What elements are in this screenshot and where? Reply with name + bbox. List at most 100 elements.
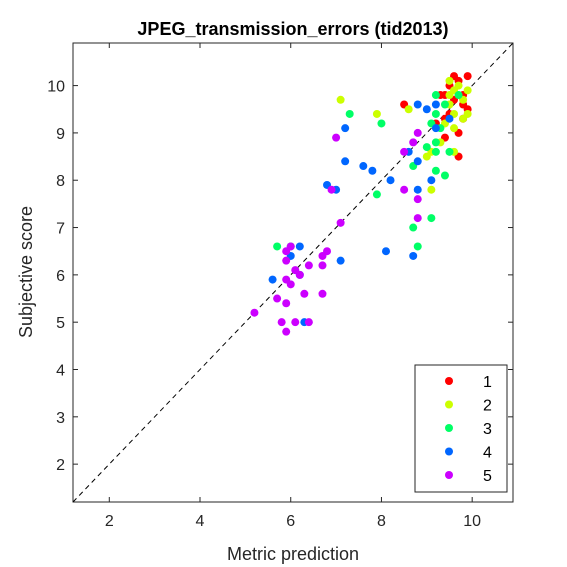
data-point-series-2 <box>336 95 345 104</box>
legend: 1 2 3 4 5 <box>414 364 508 493</box>
data-point-series-5 <box>304 318 313 327</box>
data-point-series-3 <box>427 214 436 223</box>
data-point-series-4 <box>359 162 368 171</box>
y-tick-label: 10 <box>47 79 65 96</box>
data-point-series-3 <box>431 138 440 147</box>
legend-label-3: 3 <box>483 421 492 438</box>
data-point-series-4 <box>431 100 440 109</box>
y-tick-label: 7 <box>56 221 65 238</box>
y-tick-label: 8 <box>56 173 65 190</box>
data-point-series-3 <box>445 147 454 156</box>
x-tick-label: 10 <box>463 513 481 530</box>
data-point-series-3 <box>431 166 440 175</box>
data-point-series-2 <box>463 86 472 95</box>
data-point-series-5 <box>318 261 327 270</box>
legend-box <box>414 364 508 493</box>
data-point-series-5 <box>409 138 418 147</box>
legend-marker-1 <box>445 377 453 385</box>
y-tick-label: 6 <box>56 268 65 285</box>
data-point-series-2 <box>422 152 431 161</box>
data-point-series-4 <box>381 247 390 256</box>
data-point-series-2 <box>459 114 468 123</box>
data-points <box>250 72 472 336</box>
x-tick-label: 8 <box>377 513 386 530</box>
x-tick-label: 2 <box>105 513 114 530</box>
y-tick-label: 3 <box>56 410 65 427</box>
data-point-series-3 <box>440 171 449 180</box>
legend-label-1: 1 <box>483 374 492 391</box>
plot-area: 2 4 6 8 10 2 3 4 5 6 7 8 9 10 <box>47 42 514 530</box>
data-point-series-4 <box>427 176 436 185</box>
data-point-series-5 <box>400 185 409 194</box>
x-tick-label: 4 <box>196 513 205 530</box>
data-point-series-4 <box>413 157 422 166</box>
data-point-series-5 <box>273 294 282 303</box>
data-point-series-5 <box>291 318 300 327</box>
data-point-series-5 <box>282 327 291 336</box>
data-point-series-4 <box>336 256 345 265</box>
legend-marker-2 <box>445 400 453 409</box>
data-point-series-4 <box>445 114 454 123</box>
data-point-series-5 <box>413 195 422 204</box>
data-point-series-2 <box>372 109 381 118</box>
data-point-series-2 <box>450 124 459 133</box>
data-point-series-5 <box>413 214 422 223</box>
y-axis-ticks: 2 3 4 5 6 7 8 9 10 <box>47 79 513 474</box>
data-point-series-5 <box>318 289 327 298</box>
data-point-series-3 <box>345 109 354 118</box>
data-point-series-3 <box>273 242 282 251</box>
data-point-series-5 <box>332 133 341 142</box>
data-point-series-4 <box>413 100 422 109</box>
data-point-series-5 <box>250 308 259 317</box>
data-point-series-4 <box>431 124 440 133</box>
data-point-series-3 <box>431 147 440 156</box>
data-point-series-5 <box>400 147 409 156</box>
y-tick-label: 2 <box>56 457 65 474</box>
chart-title: JPEG_transmission_errors (tid2013) <box>137 19 448 39</box>
y-tick-label: 5 <box>56 315 65 332</box>
data-point-series-3 <box>377 119 386 128</box>
data-point-series-4 <box>268 275 277 284</box>
data-point-series-4 <box>386 176 395 185</box>
data-point-series-5 <box>304 261 313 270</box>
y-tick-label: 9 <box>56 126 65 143</box>
legend-label-5: 5 <box>483 468 492 485</box>
x-axis-label: Metric prediction <box>227 544 359 564</box>
data-point-series-4 <box>295 242 304 251</box>
data-point-series-3 <box>409 223 418 232</box>
data-point-series-3 <box>413 242 422 251</box>
data-point-series-4 <box>341 124 350 133</box>
data-point-series-3 <box>431 109 440 118</box>
legend-label-2: 2 <box>483 398 492 415</box>
data-point-series-5 <box>282 256 291 265</box>
data-point-series-4 <box>341 157 350 166</box>
data-point-series-5 <box>286 242 295 251</box>
data-point-series-5 <box>300 289 309 298</box>
data-point-series-3 <box>372 190 381 199</box>
legend-label-4: 4 <box>483 445 492 462</box>
data-point-series-4 <box>413 185 422 194</box>
data-point-series-4 <box>368 166 377 175</box>
y-axis-label: Subjective score <box>16 206 36 338</box>
x-tick-label: 6 <box>286 513 295 530</box>
data-point-series-5 <box>413 128 422 137</box>
data-point-series-3 <box>440 100 449 109</box>
data-point-series-5 <box>318 251 327 260</box>
data-point-series-2 <box>445 76 454 85</box>
data-point-series-1 <box>463 72 472 81</box>
data-point-series-5 <box>282 275 291 284</box>
data-point-series-2 <box>404 105 413 114</box>
legend-marker-4 <box>445 447 453 456</box>
data-point-series-5 <box>336 218 345 227</box>
x-axis-ticks: 2 4 6 8 10 <box>105 43 481 530</box>
data-point-series-3 <box>454 91 463 100</box>
data-point-series-5 <box>291 266 300 275</box>
data-point-series-2 <box>427 185 436 194</box>
data-point-series-4 <box>409 251 418 260</box>
data-point-series-3 <box>431 91 440 100</box>
legend-marker-5 <box>445 471 453 479</box>
data-point-series-5 <box>277 318 286 327</box>
y-tick-label: 4 <box>56 363 65 380</box>
data-point-series-3 <box>422 143 431 152</box>
